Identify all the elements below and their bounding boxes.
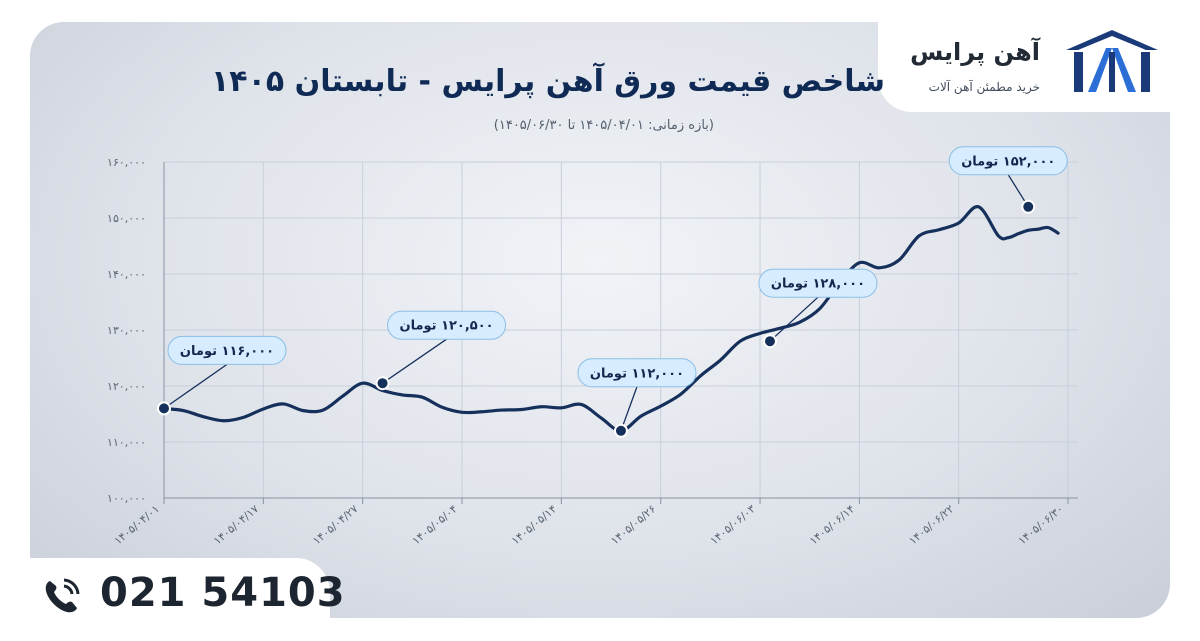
annotation-label: ۱۱۲,۰۰۰ تومان [590, 366, 684, 381]
x-tick-label: ۱۴۰۵/۰۶/۰۳ [708, 502, 758, 547]
annotation-leader [163, 363, 228, 409]
annotation-pill [577, 358, 697, 388]
phone-icon [45, 578, 80, 613]
annotation-point [613, 423, 628, 438]
x-tick-label: ۱۴۰۵/۰۵/۰۴ [410, 502, 460, 547]
x-tick-label: ۱۴۰۵/۰۴/۰۱ [112, 502, 162, 547]
x-tick-label: ۱۴۰۵/۰۶/۳۰ [1016, 502, 1066, 547]
annotation-pill [387, 310, 507, 340]
x-tick-label: ۱۴۰۵/۰۶/۲۲ [906, 502, 956, 547]
annotation-point [1021, 199, 1036, 214]
y-tick-label: ۱۲۰,۰۰۰ [107, 380, 146, 393]
x-tick-label: ۱۴۰۵/۰۵/۱۴ [509, 502, 559, 547]
brand-logo-icon [1066, 30, 1158, 92]
y-tick-label: ۱۱۰,۰۰۰ [107, 436, 146, 449]
annotation-label: ۱۱۶,۰۰۰ تومان [180, 344, 274, 359]
chart-title: شاخص قیمت ورق آهن پرایس - تابستان ۱۴۰۵ [210, 64, 885, 99]
x-tick-label: ۱۴۰۵/۰۴/۱۷ [211, 502, 261, 547]
x-tick-label: ۱۴۰۵/۰۵/۲۶ [608, 502, 658, 547]
annotation-leader [769, 296, 819, 342]
annotation-point [157, 401, 171, 416]
chart-card [30, 22, 1170, 618]
y-tick-label: ۱۴۰,۰۰۰ [107, 268, 146, 281]
phone-number: 021 54103 [100, 570, 346, 616]
annotation-leader [382, 338, 447, 384]
annotation-pill [948, 146, 1068, 176]
series-line [162, 205, 1060, 433]
y-tick-label: ۱۰۰,۰۰۰ [107, 492, 146, 505]
annotation-label: ۱۲۸,۰۰۰ تومان [771, 277, 865, 292]
annotation-pill [758, 268, 878, 298]
annotation-label: ۱۵۲,۰۰۰ تومان [961, 154, 1055, 169]
y-tick-label: ۱۵۰,۰۰۰ [107, 212, 146, 225]
brand-tagline: خرید مطمئن آهن آلات [928, 80, 1040, 94]
x-tick-label: ۱۴۰۵/۰۴/۲۷ [310, 502, 360, 547]
y-tick-label: ۱۶۰,۰۰۰ [107, 156, 146, 169]
annotation-label: ۱۲۰,۵۰۰ تومان [399, 319, 493, 334]
y-tick-label: ۱۳۰,۰۰۰ [107, 324, 146, 337]
chart-subtitle: (بازه زمانی: ۱۴۰۵/۰۴/۰۱ تا ۱۴۰۵/۰۶/۳۰) [493, 118, 714, 133]
annotation-point [375, 376, 390, 391]
annotation-pill [167, 335, 287, 365]
x-tick-label: ۱۴۰۵/۰۶/۱۴ [807, 502, 857, 547]
brand-name: آهن پرایس [910, 38, 1040, 66]
annotation-leader [620, 386, 638, 432]
annotation-point [762, 334, 777, 349]
